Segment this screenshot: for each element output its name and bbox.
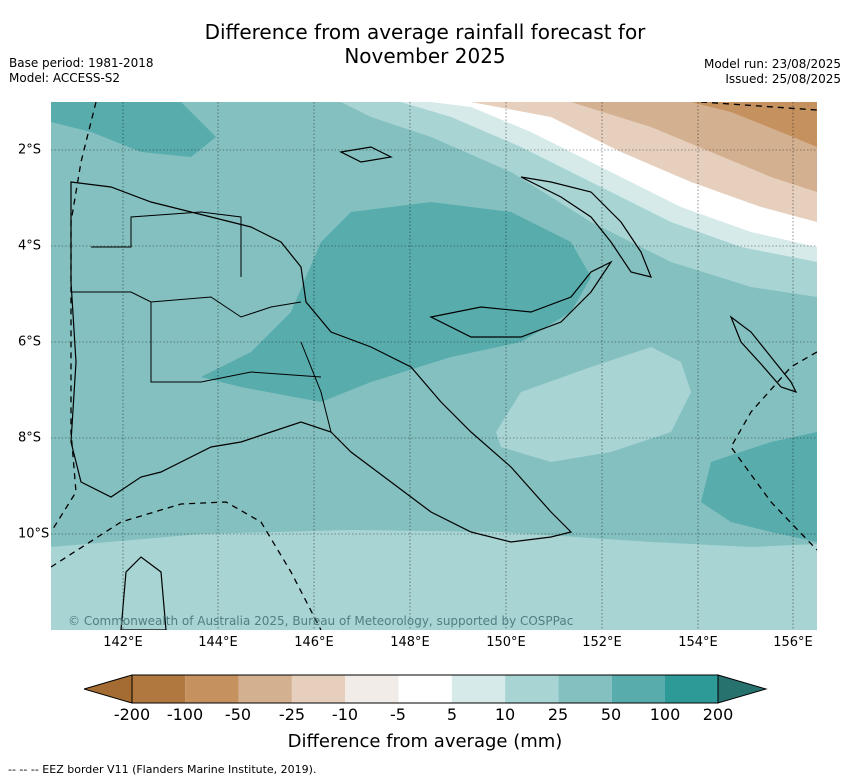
- band-brown-50: [691, 102, 817, 147]
- model-run: Model run: 23/08/2025: [703, 57, 841, 71]
- colorbar-extend-high: [717, 674, 768, 704]
- colorbar-bin-2: [185, 675, 239, 703]
- lat-label-4s: 4°S: [18, 238, 42, 254]
- lon-label-154: 154°E: [678, 635, 718, 650]
- eez-border-east: [730, 351, 817, 551]
- lat-label-6s: 6°S: [18, 334, 42, 350]
- border-line-1: [71, 291, 302, 318]
- colorbar-tick: 100: [649, 705, 681, 724]
- title-line-2: November 2025: [344, 44, 506, 68]
- colorbar-bin-1: [132, 675, 186, 703]
- lon-label-146: 146°E: [294, 635, 334, 650]
- colorbar-bin-9: [558, 675, 612, 703]
- lon-label-152: 152°E: [582, 635, 622, 650]
- colorbar-tick: 10: [494, 705, 516, 724]
- colorbar-tick: 50: [600, 705, 622, 724]
- colorbar-frame: [131, 674, 719, 704]
- eez-legend-note: -- -- -- EEZ border V11 (Flanders Marine…: [8, 763, 317, 776]
- lat-label-8s: 8°S: [18, 430, 42, 446]
- colorbar-tick: 5: [446, 705, 458, 724]
- lat-label-2s: 2°S: [18, 142, 42, 158]
- colorbar: [84, 674, 768, 704]
- colorbar-tick: -25: [278, 705, 306, 724]
- eez-border-south: [51, 501, 322, 630]
- copyright-notice: © Commonwealth of Australia 2025, Bureau…: [68, 614, 574, 628]
- lon-label-148: 148°E: [390, 635, 430, 650]
- colorbar-tick: 200: [702, 705, 734, 724]
- colorbar-tick: -50: [224, 705, 252, 724]
- colorbar-bin-6: [398, 675, 452, 703]
- eez-border-northeast: [700, 102, 817, 111]
- colorbar-extend-low: [84, 674, 133, 704]
- colorbar-tick: -200: [113, 705, 151, 724]
- base-period: Base period: 1981-2018: [9, 56, 154, 70]
- colorbar-tick: -100: [166, 705, 204, 724]
- title-line-1: Difference from average rainfall forecas…: [204, 20, 646, 44]
- new-ireland: [520, 176, 652, 278]
- meta-right: Model run: 23/08/2025 Issued: 25/08/2025: [704, 57, 841, 87]
- lon-label-142: 142°E: [103, 635, 143, 650]
- colorbar-tick: -10: [331, 705, 359, 724]
- band-10-25-central: [496, 347, 691, 462]
- border-line-4: [300, 341, 332, 433]
- colorbar-bin-11: [665, 675, 718, 703]
- new-guinea-coast: [70, 181, 573, 543]
- eez-border-west: [51, 102, 97, 533]
- manus-island: [339, 146, 393, 163]
- australia-cape-york: [120, 556, 167, 630]
- bougainville: [729, 315, 798, 394]
- colorbar-label: Difference from average (mm): [287, 731, 563, 752]
- rainfall-map: [51, 102, 817, 630]
- colorbar-bin-5: [345, 675, 399, 703]
- border-line-2: [91, 211, 242, 277]
- lon-label-156: 156°E: [773, 635, 813, 650]
- band-50-100-central: [201, 202, 591, 402]
- band-brown-25: [571, 102, 817, 192]
- colorbar-tick: -5: [390, 705, 406, 724]
- band-10-25-south: [51, 530, 817, 630]
- model-name: Model: ACCESS-S2: [9, 71, 121, 85]
- colorbar-bin-7: [451, 675, 506, 703]
- colorbar-tick: 25: [547, 705, 569, 724]
- meta-left: Base period: 1981-2018 Model: ACCESS-S2: [9, 56, 154, 86]
- band-50-100-southeast: [701, 432, 817, 542]
- colorbar-bin-3: [238, 675, 292, 703]
- colorbar-bin-8: [505, 675, 559, 703]
- new-britain: [429, 260, 613, 338]
- chart-title: Difference from average rainfall forecas…: [0, 20, 850, 68]
- lon-label-144: 144°E: [198, 635, 238, 650]
- colorbar-bin-4: [291, 675, 346, 703]
- border-line-3: [150, 302, 322, 383]
- lat-label-10s: 10°S: [18, 526, 50, 542]
- issued-date: Issued: 25/08/2025: [725, 72, 841, 86]
- lon-label-150: 150°E: [486, 635, 526, 650]
- colorbar-bin-10: [611, 675, 665, 703]
